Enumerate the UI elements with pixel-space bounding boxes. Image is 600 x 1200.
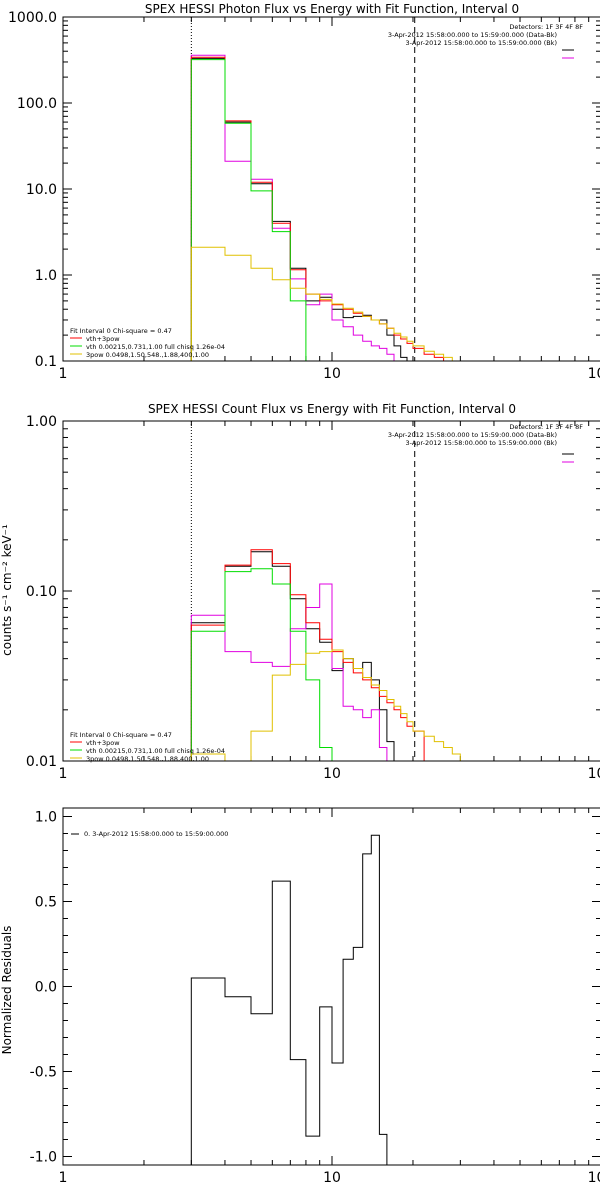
y-tick-label: 0.1 [35, 354, 57, 370]
y-tick-label: -0.5 [30, 1065, 57, 1081]
count-flux-legend-top-right: Detectors: 1F 3F 4F 8F 3-Apr-2012 15:58:… [388, 423, 583, 463]
series-4-step-line [190, 246, 461, 362]
x-tick-label: 100 [588, 766, 600, 782]
series-1-step-line [190, 583, 388, 761]
series-2-step-line [190, 56, 453, 362]
count-flux-marks [190, 421, 482, 762]
legend-vth: vth 0.00215,0.731,1.00 full chisq 1.26e-… [86, 747, 225, 755]
x-tick-label: 1 [59, 366, 68, 382]
y-tick-label: 1.0 [35, 268, 57, 284]
photon-flux-title: SPEX HESSI Photon Flux vs Energy with Fi… [145, 2, 519, 16]
photon-flux-legend-top-right: Detectors: 1F 3F 4F 8F 3-Apr-2012 15:58:… [388, 23, 583, 59]
legend-vth-3pow: vth+3pow [86, 335, 120, 343]
y-tick-label: 1.0 [35, 810, 57, 826]
legend-bk: 3-Apr-2012 15:58:00.000 to 15:59:00.000 … [406, 39, 557, 47]
photon-flux-legend-bottom-left: Fit Interval 0 Chi-square = 0.47 vth+3po… [70, 327, 225, 359]
photon-flux-ticks: 1 10 100 0.1 1.0 10.0 100.0 1000.0 [8, 10, 600, 382]
legend-data-bk: 3-Apr-2012 15:58:00.000 to 15:59:00.000 … [388, 431, 557, 439]
y-tick-label: 0.01 [26, 754, 57, 770]
legend-vth: vth 0.00215,0.731,1.00 full chisq 1.26e-… [86, 343, 225, 351]
y-tick-label: -1.0 [30, 1150, 57, 1166]
legend-data-bk: 3-Apr-2012 15:58:00.000 to 15:59:00.000 … [388, 31, 557, 39]
y-tick-label: 1.00 [26, 414, 57, 430]
series-2-step-line [190, 549, 425, 761]
series-3-step-line [190, 59, 320, 362]
x-tick-label: 1 [59, 1170, 68, 1186]
y-tick-label: 1000.0 [8, 10, 57, 26]
y-tick-label: 0.0 [35, 980, 57, 996]
x-tick-label: 1 [59, 766, 68, 782]
residuals-ylabel: Normalized Residuals [0, 926, 14, 1055]
residuals-legend: 0. 3-Apr-2012 15:58:00.000 to 15:59:00.0… [71, 830, 228, 838]
photon-flux-marks [190, 17, 461, 362]
series-0-step-line [190, 57, 413, 362]
photon-flux-panel: SPEX HESSI Photon Flux vs Energy with Fi… [8, 2, 600, 382]
count-flux-panel: SPEX HESSI Count Flux vs Energy with Fit… [0, 402, 600, 782]
legend-fit-interval: Fit Interval 0 Chi-square = 0.47 [70, 327, 172, 335]
legend-bk: 3-Apr-2012 15:58:00.000 to 15:59:00.000 … [406, 439, 557, 447]
legend-detectors: Detectors: 1F 3F 4F 8F [509, 423, 583, 431]
residuals-axes-frame [62, 807, 600, 1166]
y-tick-label: 10.0 [26, 182, 57, 198]
y-tick-label: 0.10 [26, 584, 57, 600]
residuals-ticks: 1 10 100 -1.0 -0.5 0.0 0.5 1.0 [30, 808, 600, 1186]
y-tick-label: 0.5 [35, 895, 57, 911]
count-flux-axes-frame [62, 420, 600, 762]
legend-3pow: 3pow 0.0498,1.50,548.,1.88,400,1.00 [86, 755, 209, 763]
residuals-marks [190, 834, 388, 1165]
legend-fit-interval: Fit Interval 0 Chi-square = 0.47 [70, 731, 172, 739]
legend-detectors: Detectors: 1F 3F 4F 8F [509, 23, 583, 31]
photon-flux-axes-frame [62, 16, 600, 362]
count-flux-ticks: 1 10 100 0.01 0.10 1.00 [26, 414, 600, 782]
series-3-step-line [190, 568, 333, 761]
legend-3pow: 3pow 0.0498,1.50,548.,1.88,400,1.00 [86, 351, 209, 359]
series-0-step-line [190, 551, 395, 761]
x-tick-label: 10 [323, 1170, 341, 1186]
x-tick-label: 10 [323, 366, 341, 382]
legend-vth-3pow: vth+3pow [86, 739, 120, 747]
count-flux-legend-bottom-left: Fit Interval 0 Chi-square = 0.47 vth+3po… [70, 731, 225, 763]
count-flux-ylabel: counts s⁻¹ cm⁻² keV⁻¹ [0, 524, 14, 656]
series-4-step-line [190, 649, 482, 762]
x-tick-label: 10 [323, 766, 341, 782]
x-tick-label: 100 [588, 1170, 600, 1186]
residuals-panel: Normalized Residuals 1 10 100 -1.0 -0.5 0.0 0.… [0, 807, 600, 1186]
residuals-legend-label: 0. 3-Apr-2012 15:58:00.000 to 15:59:00.0… [84, 830, 228, 838]
y-tick-label: 100.0 [17, 96, 57, 112]
x-tick-label: 100 [588, 366, 600, 382]
count-flux-title: SPEX HESSI Count Flux vs Energy with Fit… [148, 402, 516, 416]
series-0-step-line [190, 834, 388, 1165]
